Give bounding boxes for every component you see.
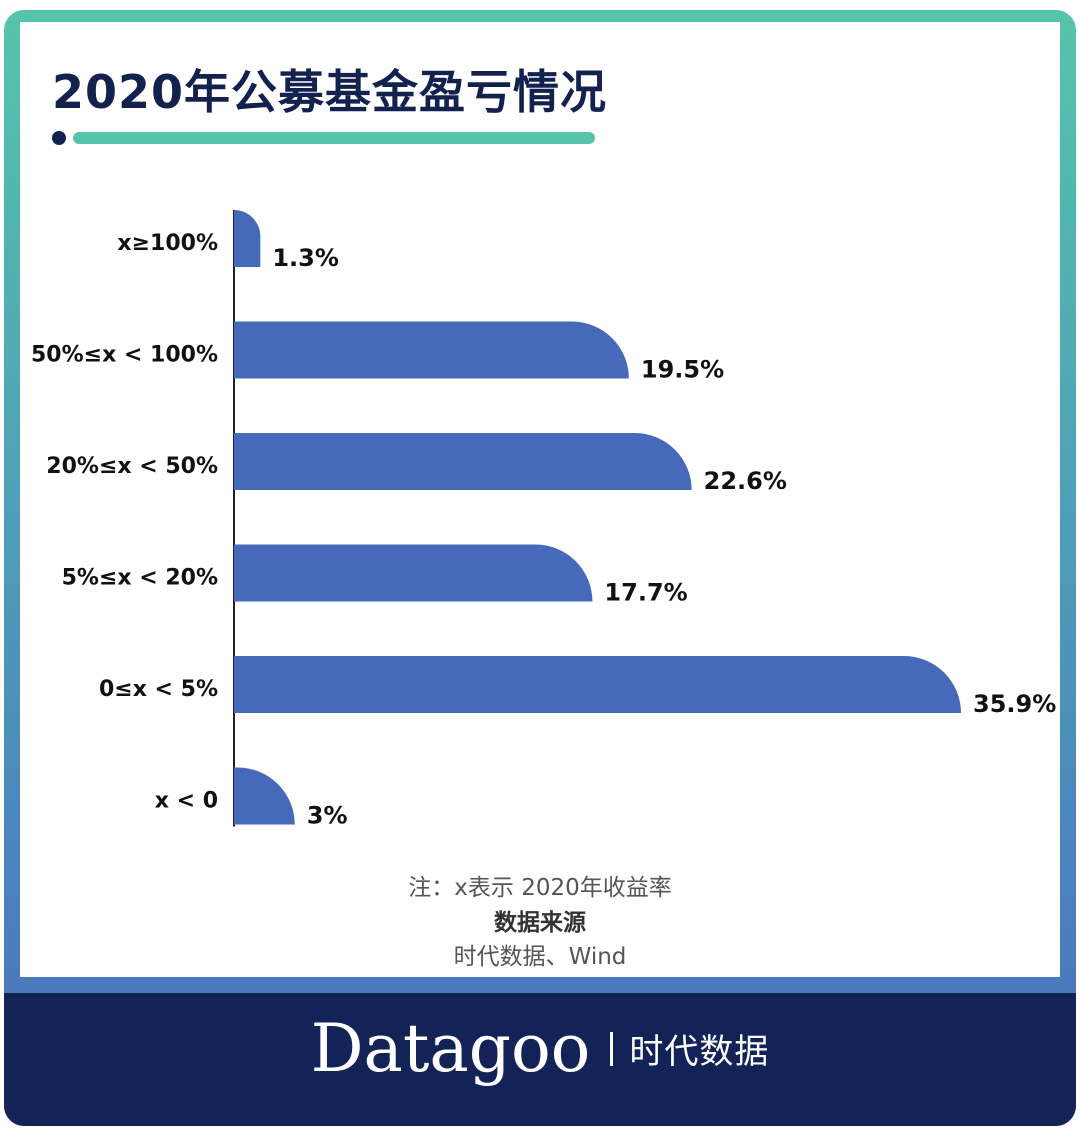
title-underline-dot (52, 131, 66, 145)
value-label: 3% (307, 802, 348, 830)
bar (234, 433, 692, 490)
chart-note: 注：x表示 2020年收益率 (408, 875, 672, 901)
category-label: 0≤x < 5% (99, 677, 218, 702)
bar (234, 656, 961, 713)
value-label: 19.5% (641, 356, 724, 384)
title-underline-bar (73, 132, 595, 144)
bar (234, 767, 295, 825)
brand-footer (4, 993, 1076, 1126)
bar (234, 321, 629, 379)
category-label: x < 0 (155, 789, 218, 814)
card-body (20, 22, 1060, 977)
brand-logo: Datagoo 时代数据 (0, 1010, 1080, 1087)
source-heading: 数据来源 (494, 910, 586, 936)
bar (234, 210, 261, 267)
card-frame (4, 10, 1076, 1126)
source-text: 时代数据、Wind (453, 944, 627, 970)
category-label: 50%≤x < 100% (31, 343, 218, 368)
value-label: 35.9% (973, 690, 1056, 718)
value-label: 17.7% (604, 579, 687, 607)
brand-separator (610, 1031, 614, 1066)
category-label: 5%≤x < 20% (62, 566, 218, 591)
brand-name: Datagoo (310, 1010, 591, 1087)
category-label: 20%≤x < 50% (46, 454, 218, 479)
value-label: 1.3% (272, 244, 339, 272)
brand-cn-name: 时代数据 (629, 1032, 770, 1072)
category-label: x≥100% (117, 231, 218, 256)
value-label: 22.6% (704, 467, 787, 495)
chart-title: 2020年公募基金盈亏情况 (52, 65, 608, 119)
bar (234, 544, 593, 602)
